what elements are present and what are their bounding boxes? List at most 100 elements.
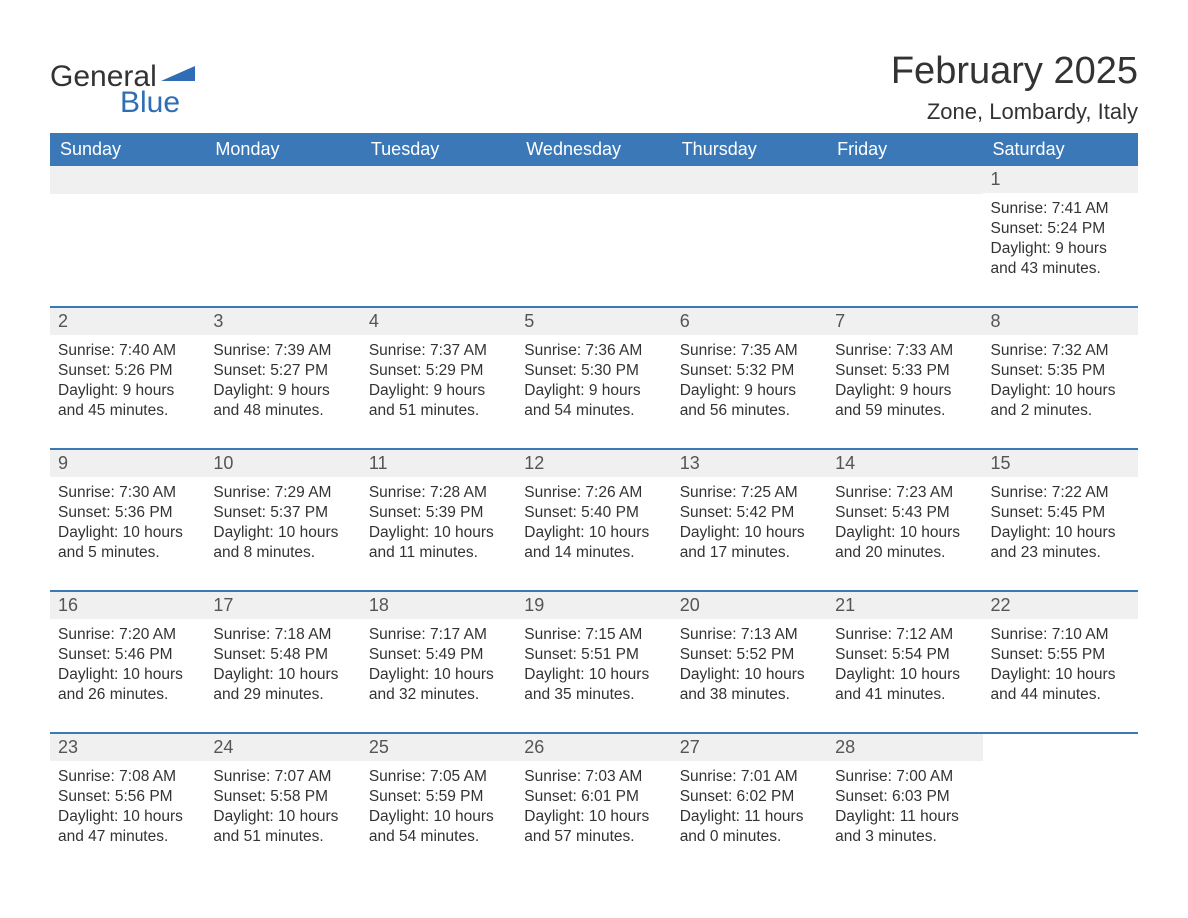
weekday-header: Thursday <box>672 133 827 166</box>
sunrise-label: Sunrise: 7:01 AM <box>680 767 819 787</box>
daylight1-label: Daylight: 9 hours <box>524 381 663 401</box>
daylight1-label: Daylight: 9 hours <box>991 239 1130 259</box>
daylight2-label: and 32 minutes. <box>369 685 508 705</box>
day-number: 23 <box>50 734 205 761</box>
day-details: Sunrise: 7:15 AMSunset: 5:51 PMDaylight:… <box>516 619 671 708</box>
daylight1-label: Daylight: 10 hours <box>213 523 352 543</box>
day-details: Sunrise: 7:25 AMSunset: 5:42 PMDaylight:… <box>672 477 827 566</box>
weekday-header: Friday <box>827 133 982 166</box>
day-details: Sunrise: 7:28 AMSunset: 5:39 PMDaylight:… <box>361 477 516 566</box>
calendar-week: 1Sunrise: 7:41 AMSunset: 5:24 PMDaylight… <box>50 166 1138 284</box>
daylight2-label: and 54 minutes. <box>524 401 663 421</box>
daylight2-label: and 43 minutes. <box>991 259 1130 279</box>
day-details: Sunrise: 7:18 AMSunset: 5:48 PMDaylight:… <box>205 619 360 708</box>
sunset-label: Sunset: 5:27 PM <box>213 361 352 381</box>
day-number <box>827 166 982 194</box>
day-details: Sunrise: 7:20 AMSunset: 5:46 PMDaylight:… <box>50 619 205 708</box>
day-number: 24 <box>205 734 360 761</box>
day-cell: 8Sunrise: 7:32 AMSunset: 5:35 PMDaylight… <box>983 308 1138 426</box>
sunrise-label: Sunrise: 7:40 AM <box>58 341 197 361</box>
day-number <box>50 166 205 194</box>
daylight1-label: Daylight: 10 hours <box>58 807 197 827</box>
day-cell: 23Sunrise: 7:08 AMSunset: 5:56 PMDayligh… <box>50 734 205 852</box>
daylight2-label: and 44 minutes. <box>991 685 1130 705</box>
day-number: 25 <box>361 734 516 761</box>
day-cell: 27Sunrise: 7:01 AMSunset: 6:02 PMDayligh… <box>672 734 827 852</box>
sunrise-label: Sunrise: 7:33 AM <box>835 341 974 361</box>
empty-cell <box>672 166 827 284</box>
day-number: 19 <box>516 592 671 619</box>
daylight2-label: and 8 minutes. <box>213 543 352 563</box>
calendar-week: 2Sunrise: 7:40 AMSunset: 5:26 PMDaylight… <box>50 306 1138 426</box>
day-number: 14 <box>827 450 982 477</box>
calendar: SundayMondayTuesdayWednesdayThursdayFrid… <box>50 133 1138 852</box>
sunrise-label: Sunrise: 7:03 AM <box>524 767 663 787</box>
day-details: Sunrise: 7:12 AMSunset: 5:54 PMDaylight:… <box>827 619 982 708</box>
daylight2-label: and 20 minutes. <box>835 543 974 563</box>
day-cell: 26Sunrise: 7:03 AMSunset: 6:01 PMDayligh… <box>516 734 671 852</box>
daylight1-label: Daylight: 10 hours <box>369 665 508 685</box>
day-cell: 18Sunrise: 7:17 AMSunset: 5:49 PMDayligh… <box>361 592 516 710</box>
sunrise-label: Sunrise: 7:41 AM <box>991 199 1130 219</box>
empty-cell <box>516 166 671 284</box>
day-details: Sunrise: 7:10 AMSunset: 5:55 PMDaylight:… <box>983 619 1138 708</box>
sunset-label: Sunset: 6:03 PM <box>835 787 974 807</box>
day-cell: 2Sunrise: 7:40 AMSunset: 5:26 PMDaylight… <box>50 308 205 426</box>
day-number: 22 <box>983 592 1138 619</box>
daylight2-label: and 23 minutes. <box>991 543 1130 563</box>
day-details: Sunrise: 7:08 AMSunset: 5:56 PMDaylight:… <box>50 761 205 850</box>
month-title: February 2025 <box>891 50 1138 93</box>
sunrise-label: Sunrise: 7:37 AM <box>369 341 508 361</box>
day-cell: 10Sunrise: 7:29 AMSunset: 5:37 PMDayligh… <box>205 450 360 568</box>
daylight2-label: and 2 minutes. <box>991 401 1130 421</box>
sunrise-label: Sunrise: 7:00 AM <box>835 767 974 787</box>
sunset-label: Sunset: 5:49 PM <box>369 645 508 665</box>
day-cell: 25Sunrise: 7:05 AMSunset: 5:59 PMDayligh… <box>361 734 516 852</box>
daylight1-label: Daylight: 10 hours <box>213 807 352 827</box>
day-cell: 24Sunrise: 7:07 AMSunset: 5:58 PMDayligh… <box>205 734 360 852</box>
daylight1-label: Daylight: 11 hours <box>680 807 819 827</box>
sunrise-label: Sunrise: 7:30 AM <box>58 483 197 503</box>
sunset-label: Sunset: 5:26 PM <box>58 361 197 381</box>
calendar-week: 16Sunrise: 7:20 AMSunset: 5:46 PMDayligh… <box>50 590 1138 710</box>
day-details: Sunrise: 7:36 AMSunset: 5:30 PMDaylight:… <box>516 335 671 424</box>
day-cell: 9Sunrise: 7:30 AMSunset: 5:36 PMDaylight… <box>50 450 205 568</box>
daylight2-label: and 38 minutes. <box>680 685 819 705</box>
empty-cell <box>50 166 205 284</box>
page-header: General Blue February 2025 Zone, Lombard… <box>50 50 1138 125</box>
sunset-label: Sunset: 5:45 PM <box>991 503 1130 523</box>
sunset-label: Sunset: 5:40 PM <box>524 503 663 523</box>
daylight1-label: Daylight: 10 hours <box>524 807 663 827</box>
sunset-label: Sunset: 5:59 PM <box>369 787 508 807</box>
location-label: Zone, Lombardy, Italy <box>891 99 1138 125</box>
daylight1-label: Daylight: 9 hours <box>369 381 508 401</box>
sunset-label: Sunset: 5:54 PM <box>835 645 974 665</box>
day-cell: 20Sunrise: 7:13 AMSunset: 5:52 PMDayligh… <box>672 592 827 710</box>
sunset-label: Sunset: 5:48 PM <box>213 645 352 665</box>
day-cell: 19Sunrise: 7:15 AMSunset: 5:51 PMDayligh… <box>516 592 671 710</box>
daylight1-label: Daylight: 10 hours <box>58 523 197 543</box>
day-details: Sunrise: 7:37 AMSunset: 5:29 PMDaylight:… <box>361 335 516 424</box>
day-number <box>672 166 827 194</box>
day-number: 5 <box>516 308 671 335</box>
day-cell: 11Sunrise: 7:28 AMSunset: 5:39 PMDayligh… <box>361 450 516 568</box>
daylight1-label: Daylight: 9 hours <box>680 381 819 401</box>
day-details: Sunrise: 7:03 AMSunset: 6:01 PMDaylight:… <box>516 761 671 850</box>
daylight2-label: and 51 minutes. <box>213 827 352 847</box>
day-cell: 3Sunrise: 7:39 AMSunset: 5:27 PMDaylight… <box>205 308 360 426</box>
day-details: Sunrise: 7:29 AMSunset: 5:37 PMDaylight:… <box>205 477 360 566</box>
day-cell: 21Sunrise: 7:12 AMSunset: 5:54 PMDayligh… <box>827 592 982 710</box>
daylight2-label: and 3 minutes. <box>835 827 974 847</box>
day-number: 11 <box>361 450 516 477</box>
day-number: 28 <box>827 734 982 761</box>
day-number: 16 <box>50 592 205 619</box>
sunset-label: Sunset: 5:55 PM <box>991 645 1130 665</box>
brand-blue: Blue <box>120 86 180 120</box>
day-details: Sunrise: 7:23 AMSunset: 5:43 PMDaylight:… <box>827 477 982 566</box>
sunrise-label: Sunrise: 7:17 AM <box>369 625 508 645</box>
sunrise-label: Sunrise: 7:13 AM <box>680 625 819 645</box>
daylight1-label: Daylight: 11 hours <box>835 807 974 827</box>
day-number <box>516 166 671 194</box>
day-cell: 22Sunrise: 7:10 AMSunset: 5:55 PMDayligh… <box>983 592 1138 710</box>
empty-cell <box>983 734 1138 852</box>
